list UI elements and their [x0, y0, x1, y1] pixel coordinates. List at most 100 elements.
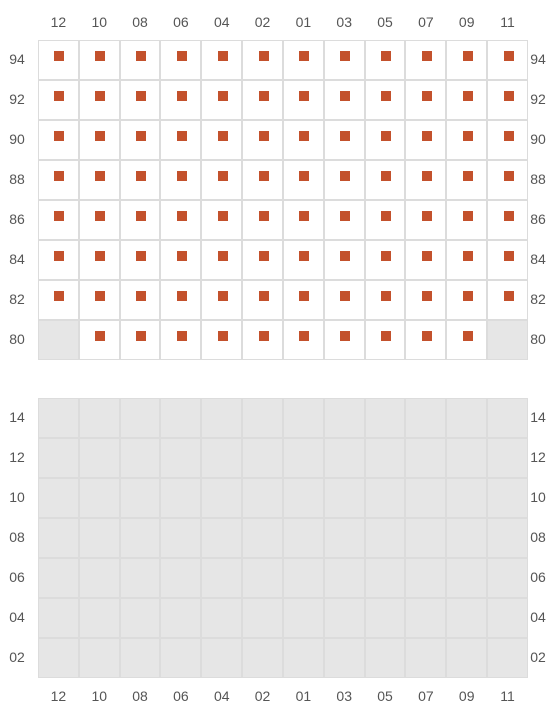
grid-cell[interactable] — [283, 120, 324, 160]
grid-cell[interactable] — [160, 320, 201, 360]
grid-cell[interactable] — [242, 120, 283, 160]
grid-cell[interactable] — [324, 638, 365, 678]
grid-cell[interactable] — [283, 438, 324, 478]
grid-cell[interactable] — [283, 320, 324, 360]
grid-cell[interactable] — [405, 638, 446, 678]
grid-cell[interactable] — [365, 200, 406, 240]
grid-cell[interactable] — [120, 120, 161, 160]
grid-cell[interactable] — [365, 240, 406, 280]
grid-cell[interactable] — [160, 438, 201, 478]
grid-cell[interactable] — [487, 558, 528, 598]
grid-cell[interactable] — [38, 240, 79, 280]
grid-cell[interactable] — [79, 320, 120, 360]
grid-cell[interactable] — [446, 518, 487, 558]
grid-cell[interactable] — [324, 80, 365, 120]
grid-cell[interactable] — [365, 280, 406, 320]
grid-cell[interactable] — [160, 120, 201, 160]
grid-cell[interactable] — [446, 598, 487, 638]
grid-cell[interactable] — [487, 598, 528, 638]
grid-cell[interactable] — [38, 160, 79, 200]
grid-cell[interactable] — [365, 120, 406, 160]
grid-cell[interactable] — [160, 40, 201, 80]
grid-cell[interactable] — [324, 200, 365, 240]
grid-cell[interactable] — [446, 320, 487, 360]
grid-cell[interactable] — [446, 120, 487, 160]
grid-cell[interactable] — [120, 280, 161, 320]
grid-cell[interactable] — [324, 518, 365, 558]
grid-cell[interactable] — [365, 438, 406, 478]
grid-cell[interactable] — [79, 80, 120, 120]
grid-cell[interactable] — [38, 120, 79, 160]
grid-cell[interactable] — [160, 240, 201, 280]
grid-cell[interactable] — [405, 320, 446, 360]
grid-cell[interactable] — [201, 120, 242, 160]
grid-cell[interactable] — [201, 558, 242, 598]
grid-cell[interactable] — [160, 478, 201, 518]
grid-cell[interactable] — [160, 160, 201, 200]
grid-cell[interactable] — [283, 240, 324, 280]
grid-cell[interactable] — [79, 558, 120, 598]
grid-cell[interactable] — [283, 638, 324, 678]
grid-cell[interactable] — [201, 518, 242, 558]
grid-cell[interactable] — [38, 40, 79, 80]
grid-cell[interactable] — [283, 280, 324, 320]
grid-cell[interactable] — [487, 80, 528, 120]
grid-cell[interactable] — [283, 518, 324, 558]
grid-cell[interactable] — [120, 200, 161, 240]
grid-cell[interactable] — [242, 478, 283, 518]
grid-cell[interactable] — [365, 558, 406, 598]
grid-cell[interactable] — [120, 160, 161, 200]
grid-cell[interactable] — [446, 80, 487, 120]
grid-cell[interactable] — [201, 320, 242, 360]
grid-cell[interactable] — [201, 40, 242, 80]
grid-cell[interactable] — [38, 280, 79, 320]
grid-cell[interactable] — [405, 160, 446, 200]
grid-cell[interactable] — [324, 120, 365, 160]
grid-cell[interactable] — [79, 478, 120, 518]
grid-cell[interactable] — [201, 638, 242, 678]
grid-cell[interactable] — [487, 200, 528, 240]
grid-cell[interactable] — [446, 478, 487, 518]
grid-cell[interactable] — [38, 320, 79, 360]
grid-cell[interactable] — [242, 558, 283, 598]
grid-cell[interactable] — [38, 398, 79, 438]
grid-cell[interactable] — [324, 280, 365, 320]
grid-cell[interactable] — [487, 638, 528, 678]
grid-cell[interactable] — [79, 638, 120, 678]
grid-cell[interactable] — [120, 518, 161, 558]
grid-cell[interactable] — [365, 518, 406, 558]
grid-cell[interactable] — [324, 240, 365, 280]
grid-cell[interactable] — [160, 638, 201, 678]
grid-cell[interactable] — [160, 558, 201, 598]
grid-cell[interactable] — [487, 438, 528, 478]
grid-cell[interactable] — [79, 200, 120, 240]
grid-cell[interactable] — [160, 518, 201, 558]
grid-cell[interactable] — [405, 398, 446, 438]
grid-cell[interactable] — [79, 40, 120, 80]
grid-cell[interactable] — [487, 240, 528, 280]
grid-cell[interactable] — [405, 438, 446, 478]
grid-cell[interactable] — [201, 398, 242, 438]
grid-cell[interactable] — [487, 518, 528, 558]
grid-cell[interactable] — [487, 320, 528, 360]
grid-cell[interactable] — [487, 478, 528, 518]
grid-cell[interactable] — [120, 598, 161, 638]
grid-cell[interactable] — [38, 478, 79, 518]
grid-cell[interactable] — [120, 398, 161, 438]
grid-cell[interactable] — [446, 558, 487, 598]
grid-cell[interactable] — [487, 280, 528, 320]
grid-cell[interactable] — [405, 280, 446, 320]
grid-cell[interactable] — [79, 120, 120, 160]
grid-cell[interactable] — [242, 638, 283, 678]
grid-cell[interactable] — [160, 598, 201, 638]
grid-cell[interactable] — [79, 438, 120, 478]
grid-cell[interactable] — [201, 200, 242, 240]
grid-cell[interactable] — [283, 598, 324, 638]
grid-cell[interactable] — [242, 200, 283, 240]
grid-cell[interactable] — [324, 398, 365, 438]
grid-cell[interactable] — [79, 598, 120, 638]
grid-cell[interactable] — [38, 200, 79, 240]
grid-cell[interactable] — [242, 40, 283, 80]
grid-cell[interactable] — [324, 558, 365, 598]
grid-cell[interactable] — [201, 478, 242, 518]
